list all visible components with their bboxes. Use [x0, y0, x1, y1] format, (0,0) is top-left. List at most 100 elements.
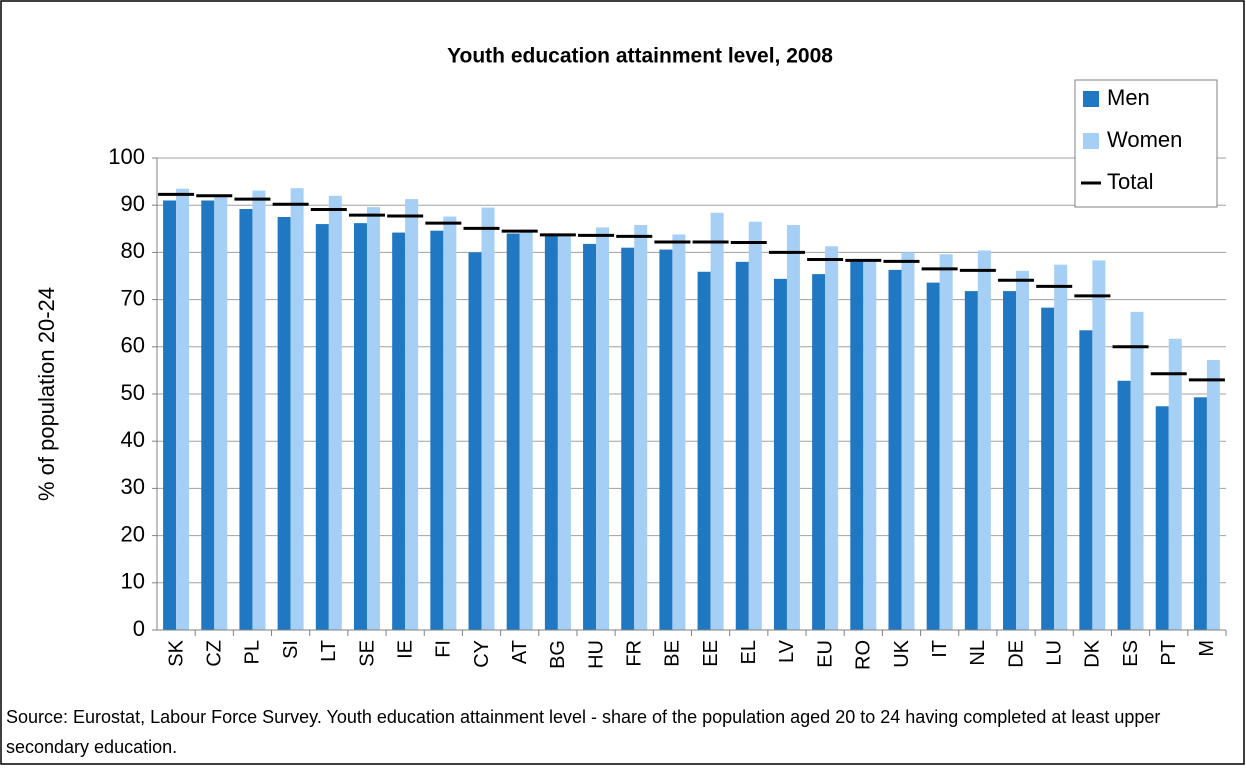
bar — [735, 261, 749, 630]
bar — [328, 195, 342, 630]
x-tick-label: BE — [662, 640, 684, 667]
x-tick-label: SI — [280, 640, 302, 659]
bar — [1130, 311, 1144, 630]
bar — [1041, 307, 1055, 630]
bar — [659, 249, 673, 630]
bar — [1168, 338, 1182, 630]
bar — [481, 207, 495, 630]
x-tick-label: DE — [1005, 640, 1027, 668]
x-tick-label: PT — [1158, 640, 1180, 666]
bar — [468, 252, 482, 630]
bar — [353, 223, 367, 631]
x-tick-label: LU — [1043, 640, 1065, 666]
bar — [773, 278, 787, 630]
y-axis-label: % of population 20-24 — [34, 287, 59, 501]
bar — [672, 234, 686, 631]
bar — [239, 208, 253, 630]
x-tick-label: BG — [547, 640, 569, 669]
legend-label: Total — [1107, 169, 1153, 194]
y-tick-label: 30 — [121, 474, 145, 499]
legend-label: Men — [1107, 85, 1150, 110]
x-tick-label: EU — [814, 640, 836, 668]
bar — [634, 225, 648, 631]
y-tick-label: 90 — [121, 191, 145, 216]
bar — [506, 233, 520, 630]
x-tick-label: SE — [356, 640, 378, 667]
bar — [964, 291, 978, 630]
legend-label: Women — [1107, 127, 1182, 152]
y-tick-label: 10 — [121, 569, 145, 594]
bar — [888, 269, 902, 630]
bar — [519, 229, 533, 630]
bar — [583, 243, 597, 631]
bar — [405, 199, 419, 630]
bar — [596, 227, 610, 630]
legend-swatch — [1083, 133, 1099, 149]
y-tick-label: 70 — [121, 285, 145, 310]
x-tick-label: PL — [242, 640, 264, 664]
bar — [443, 216, 457, 630]
bar — [1079, 330, 1093, 630]
x-tick-label: SK — [165, 639, 187, 666]
x-tick-label: CZ — [204, 640, 226, 667]
caption-box: Source: Eurostat, Labour Force Survey. Y… — [6, 707, 1161, 757]
legend-swatch — [1083, 91, 1099, 107]
x-tick-label: AT — [509, 640, 531, 664]
bar — [214, 196, 228, 631]
bar — [977, 250, 991, 630]
x-tick-label: M — [1196, 640, 1218, 657]
bar — [366, 207, 380, 630]
x-tick-label: LV — [776, 639, 798, 663]
bar — [1016, 270, 1030, 630]
x-tick-label: IE — [394, 640, 416, 659]
bar — [1193, 397, 1207, 630]
x-tick-label: LT — [318, 640, 340, 662]
x-tick-label: IT — [929, 640, 951, 658]
x-tick-label: CY — [471, 640, 493, 668]
y-tick-label: 40 — [121, 427, 145, 452]
y-tick-label: 0 — [133, 616, 145, 641]
x-tick-label: HU — [585, 640, 607, 669]
x-tick-label: NL — [967, 640, 989, 666]
bar — [163, 200, 177, 631]
bar — [786, 225, 800, 631]
bar — [1054, 264, 1068, 630]
bar — [277, 217, 291, 630]
y-tick-label: 20 — [121, 521, 145, 546]
x-tick-label: EL — [738, 640, 760, 664]
bar — [863, 261, 877, 630]
chart-title: Youth education attainment level, 2008 — [447, 45, 833, 68]
bar — [252, 190, 266, 630]
y-tick-label: 80 — [121, 238, 145, 263]
bar — [926, 282, 940, 630]
bar — [1092, 260, 1106, 630]
bar — [710, 212, 724, 630]
caption: Source: Eurostat, Labour Force Survey. Y… — [6, 707, 1161, 757]
y-tick-label: 50 — [121, 380, 145, 405]
x-tick-label: EE — [700, 640, 722, 667]
bar — [621, 247, 635, 630]
bar — [812, 274, 826, 630]
bar — [1003, 291, 1017, 630]
bar — [392, 232, 406, 631]
bar — [901, 252, 915, 630]
x-tick-label: ES — [1120, 640, 1142, 667]
x-tick-label: DK — [1082, 639, 1104, 667]
y-tick-label: 100 — [108, 144, 145, 169]
x-tick-label: FR — [624, 640, 646, 667]
bar — [544, 233, 558, 630]
bar — [1206, 360, 1220, 630]
x-tick-label: FI — [433, 640, 455, 658]
bar — [939, 254, 953, 630]
x-tick-label: UK — [891, 639, 913, 667]
bar — [557, 233, 571, 630]
x-tick-label: RO — [853, 640, 875, 670]
bar — [697, 271, 711, 630]
bar — [850, 261, 864, 630]
bar — [748, 221, 762, 630]
bar — [176, 188, 190, 630]
bar — [315, 224, 329, 630]
bar — [825, 246, 839, 630]
